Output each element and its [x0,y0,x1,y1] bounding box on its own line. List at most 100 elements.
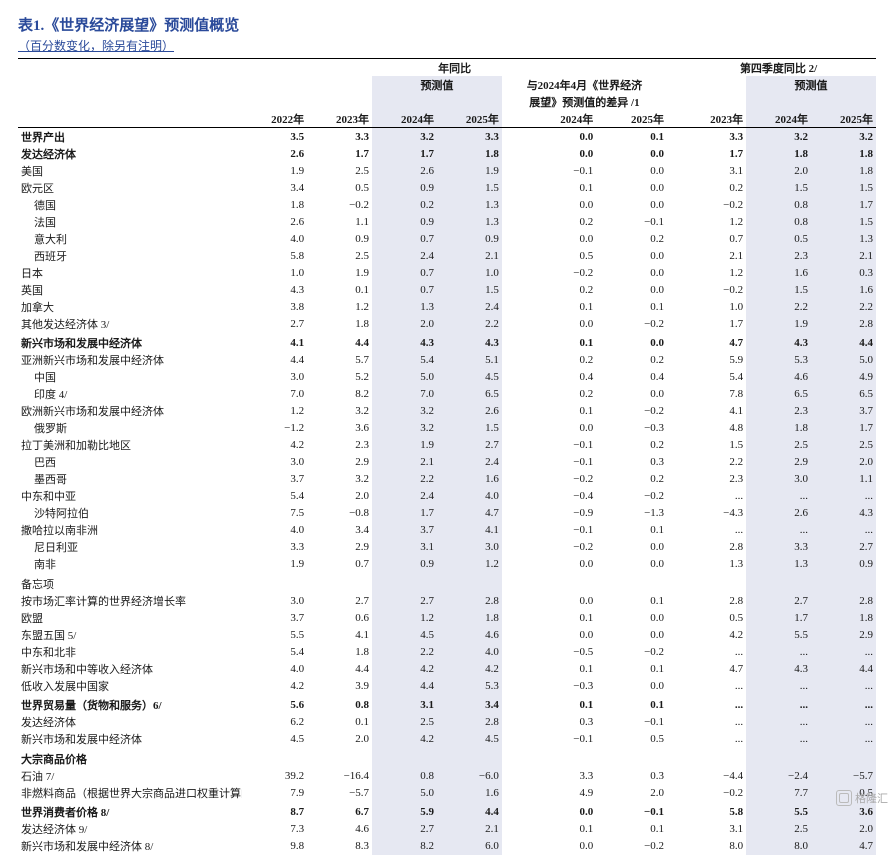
value-cell: 1.9 [372,437,437,454]
value-cell: 1.5 [811,213,876,230]
value-cell: 5.0 [372,784,437,801]
value-cell: 3.0 [242,369,307,386]
col-2024: 2024年 [372,110,437,128]
head-yoy: 年同比 [242,59,667,77]
row-label: 东盟五国 5/ [18,626,242,643]
value-cell: ... [811,694,876,714]
row-label: 世界产出 [18,128,242,146]
table-row: 中东和北非5.41.82.24.0−0.5−0.2......... [18,643,876,660]
value-cell: 2.3 [681,471,746,488]
value-cell: 0.3 [596,767,667,784]
value-cell: −1.2 [242,420,307,437]
value-cell: 5.0 [811,352,876,369]
value-cell: ... [811,731,876,748]
col-diff-2024: 2024年 [502,110,596,128]
value-cell: 3.1 [372,539,437,556]
value-cell: 4.6 [437,626,502,643]
value-cell: 0.0 [502,128,596,146]
value-cell: −4.3 [681,505,746,522]
value-cell: 0.0 [502,230,596,247]
spacer-cell [667,145,681,162]
value-cell: 5.2 [307,369,372,386]
value-cell: 4.2 [242,437,307,454]
value-cell: 2.9 [307,454,372,471]
value-cell: 2.6 [437,403,502,420]
spacer-cell [667,454,681,471]
value-cell: −2.4 [746,767,811,784]
row-label: 加拿大 [18,298,242,315]
value-cell: 4.3 [811,505,876,522]
value-cell: 4.3 [242,281,307,298]
value-cell: −0.2 [596,315,667,332]
value-cell: 1.7 [811,196,876,213]
value-cell: 4.4 [242,352,307,369]
value-cell: 0.2 [596,437,667,454]
value-cell: 1.6 [437,471,502,488]
value-cell: 4.0 [437,488,502,505]
value-cell [307,748,372,768]
row-label: 低收入发展中国家 [18,677,242,694]
value-cell: 3.2 [307,471,372,488]
value-cell [372,748,437,768]
value-cell: 3.4 [307,522,372,539]
value-cell: −0.2 [307,196,372,213]
value-cell: 2.6 [746,505,811,522]
table-row: 法国2.61.10.91.30.2−0.11.20.81.5 [18,213,876,230]
value-cell: 0.2 [596,230,667,247]
table-head: 年同比 第四季度同比 2/ 预测值 与2024年4月《世界经济 预测值 展望》预… [18,59,876,128]
table-row: 日本1.01.90.71.0−0.20.01.21.60.3 [18,264,876,281]
value-cell: 2.1 [437,247,502,264]
head-diff-1: 与2024年4月《世界经济 [502,76,667,93]
value-cell: 0.1 [596,298,667,315]
value-cell: 0.9 [372,556,437,573]
value-cell: 3.3 [502,767,596,784]
spacer-cell [667,609,681,626]
row-label: 备忘项 [18,573,242,593]
spacer-cell [667,386,681,403]
value-cell: 2.2 [437,315,502,332]
value-cell: 3.2 [372,420,437,437]
value-cell: 2.5 [307,247,372,264]
spacer-cell [667,748,681,768]
value-cell: 3.4 [437,694,502,714]
value-cell: 1.9 [242,162,307,179]
head-row-2: 预测值 与2024年4月《世界经济 预测值 [18,76,876,93]
value-cell: 1.5 [746,179,811,196]
value-cell: 0.9 [811,556,876,573]
head-q4-forecast: 预测值 [746,76,876,93]
spacer-cell [667,230,681,247]
value-cell: 4.7 [437,505,502,522]
value-cell: −0.2 [596,403,667,420]
value-cell: 0.5 [502,247,596,264]
spacer-cell [667,298,681,315]
value-cell: 1.5 [681,437,746,454]
spacer-cell [667,332,681,352]
value-cell: −0.2 [596,643,667,660]
table-row: 英国4.30.10.71.50.20.0−0.21.51.6 [18,281,876,298]
value-cell: 0.0 [596,556,667,573]
value-cell: 4.5 [437,731,502,748]
value-cell: 2.7 [307,592,372,609]
value-cell: 3.1 [681,821,746,838]
table-row: 俄罗斯−1.23.63.21.50.0−0.34.81.81.7 [18,420,876,437]
table-row: 欧洲新兴市场和发展中经济体1.23.23.22.60.1−0.24.12.33.… [18,403,876,420]
value-cell: 6.7 [307,801,372,821]
value-cell: ... [681,714,746,731]
col-2022: 2022年 [242,110,307,128]
row-label: 南非 [18,556,242,573]
table-row: 按市场汇率计算的世界经济增长率3.02.72.72.80.00.12.82.72… [18,592,876,609]
value-cell: 3.1 [372,694,437,714]
value-cell: 0.1 [502,660,596,677]
value-cell: 3.0 [437,539,502,556]
value-cell: −0.3 [596,420,667,437]
value-cell: 1.2 [437,556,502,573]
value-cell: 2.8 [811,592,876,609]
value-cell: −0.2 [596,488,667,505]
table-row: 欧盟3.70.61.21.80.10.00.51.71.8 [18,609,876,626]
value-cell: 0.0 [502,196,596,213]
spacer-cell [667,821,681,838]
value-cell [811,573,876,593]
spacer-cell [667,660,681,677]
value-cell: 0.2 [502,281,596,298]
table-row: 意大利4.00.90.70.90.00.20.70.51.3 [18,230,876,247]
